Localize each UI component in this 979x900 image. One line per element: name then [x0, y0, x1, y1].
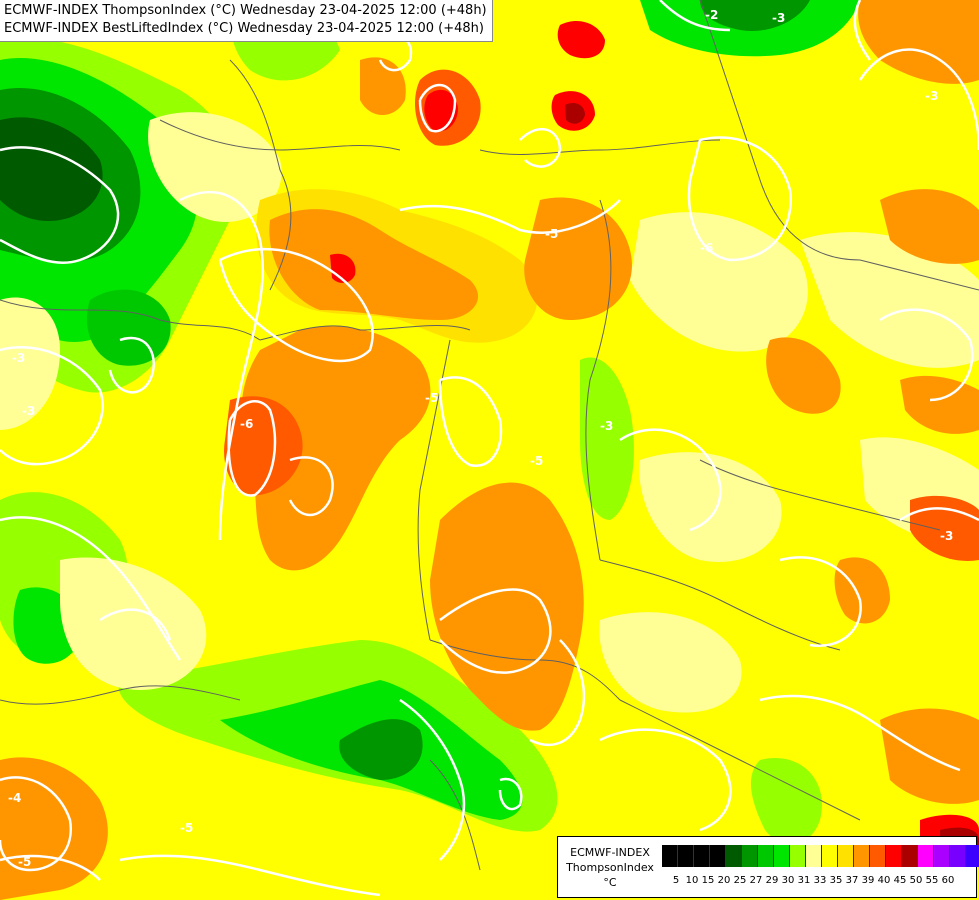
legend-swatch: [854, 845, 870, 867]
contour-label: -6: [700, 241, 713, 255]
legend-tick-label: 40: [877, 875, 891, 886]
contour-label: -3: [600, 419, 613, 433]
country-borders: [0, 0, 979, 871]
title-thompson-index: ECMWF-INDEX ThompsonIndex (°C) Wednesday…: [4, 3, 487, 18]
legend-tick-label: 33: [813, 875, 827, 886]
legend-swatch: [678, 845, 694, 867]
map-title-box: ECMWF-INDEX ThompsonIndex (°C) Wednesday…: [0, 0, 493, 42]
legend-swatch: [950, 845, 966, 867]
legend-tick-label: 31: [797, 875, 811, 886]
legend-swatch: [822, 845, 838, 867]
legend-swatch: [758, 845, 774, 867]
contour-label: -2: [705, 8, 718, 22]
legend-swatch: [790, 845, 806, 867]
color-legend: ECMWF-INDEX ThompsonIndex °C 5 10 15 20 25 27…: [557, 836, 979, 898]
legend-tick-label: 35: [829, 875, 843, 886]
legend-swatches: [662, 845, 979, 867]
legend-tick-label: 39: [861, 875, 875, 886]
legend-parameter: ThompsonIndex: [566, 861, 654, 874]
legend-tick-label: 37: [845, 875, 859, 886]
legend-swatch: [918, 845, 934, 867]
contour-label: -5: [180, 821, 193, 835]
legend-tick-label: 5: [672, 875, 680, 886]
pale-yellow-fields: [0, 112, 979, 713]
legend-tick-label: 45: [893, 875, 907, 886]
legend-swatch: [934, 845, 950, 867]
legend-swatch: [886, 845, 902, 867]
legend-tick-label: 25: [733, 875, 747, 886]
legend-tick-label: 29: [765, 875, 779, 886]
legend-swatch: [662, 845, 678, 867]
legend-tick-label: 27: [749, 875, 763, 886]
south-green-band: [118, 640, 822, 844]
contour-label: -3: [940, 529, 953, 543]
legend-swatch: [966, 845, 979, 867]
contour-label: -3: [22, 404, 35, 418]
contour-label: -5: [18, 855, 31, 869]
contour-label: -5: [425, 391, 438, 405]
legend-caption: ECMWF-INDEX ThompsonIndex °C: [562, 845, 658, 890]
legend-tick-label: 55: [925, 875, 939, 886]
legend-swatch: [726, 845, 742, 867]
legend-swatch: [806, 845, 822, 867]
legend-unit: °C: [603, 876, 617, 889]
legend-swatch: [838, 845, 854, 867]
contour-label: -5: [530, 454, 543, 468]
legend-tick-label: 15: [701, 875, 715, 886]
legend-swatch: [694, 845, 710, 867]
contour-label: -3: [12, 351, 25, 365]
legend-swatch: [710, 845, 726, 867]
legend-tick-label: 10: [685, 875, 699, 886]
legend-tick-label: 50: [909, 875, 923, 886]
contour-label: -4: [8, 791, 21, 805]
legend-model: ECMWF-INDEX: [570, 846, 650, 859]
contour-label: -3: [925, 89, 938, 103]
title-best-lifted-index: ECMWF-INDEX BestLiftedIndex (°C) Wednesd…: [4, 21, 484, 36]
contour-labels: -2 -3 -3 -3 -3 -5 -5 -6 -6 -5 -3 -3 -4 -…: [8, 8, 953, 869]
contour-label: -3: [772, 11, 785, 25]
legend-swatch: [774, 845, 790, 867]
contour-label: -6: [240, 417, 253, 431]
legend-tick-label: 20: [717, 875, 731, 886]
legend-swatch: [870, 845, 886, 867]
legend-swatch: [742, 845, 758, 867]
legend-tick-label: 30: [781, 875, 795, 886]
legend-tick-label: 60: [941, 875, 955, 886]
contour-label: -5: [545, 227, 558, 241]
legend-swatch: [902, 845, 918, 867]
